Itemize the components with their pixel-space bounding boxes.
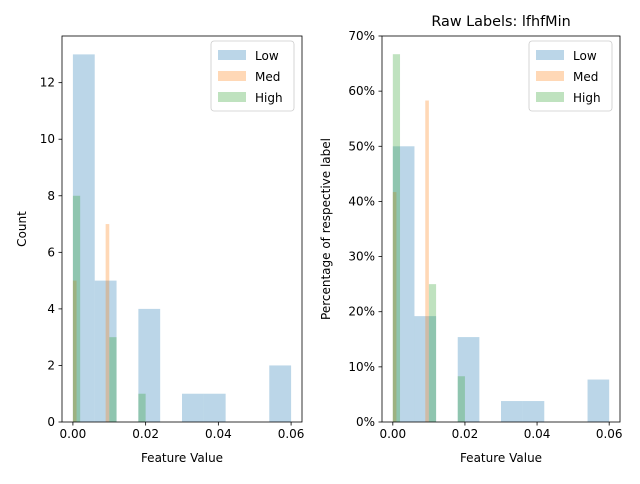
legend-swatch-high	[218, 92, 246, 102]
x-axis-label: Feature Value	[460, 451, 542, 465]
legend-label-high: High	[255, 91, 283, 105]
y-tick-label: 2	[47, 358, 55, 372]
bar-high-1	[109, 337, 117, 422]
percentage-histogram-panel: 0.00 0.02 0.04 0.06 0% 10% 20% 30% 40% 50% 60% 70% F…	[319, 14, 623, 465]
y-tick-label: 4	[47, 302, 55, 316]
bar-high-0	[72, 195, 81, 422]
legend-swatch-med	[536, 71, 564, 81]
bar-low-4	[203, 393, 226, 422]
bar-high-2	[457, 376, 465, 422]
plot-frame	[61, 35, 303, 423]
count-histogram-panel: 0.00 0.02 0.04 0.06 0 2 4 6 8 10 12 Feature Value Co…	[15, 35, 305, 465]
bar-low-2	[138, 308, 161, 422]
legend-label-high: High	[573, 91, 601, 105]
legend-label-low: Low	[573, 49, 597, 63]
legend-label-med: Med	[573, 70, 598, 84]
legend: Low Med High	[210, 40, 295, 112]
y-axis-label: Count	[15, 211, 29, 247]
x-axis-label: Feature Value	[141, 451, 223, 465]
bar-low-5	[587, 379, 610, 422]
bar-low-0	[72, 54, 95, 422]
y-tick-label: 0%	[356, 415, 375, 429]
y-axis-label: Percentage of respective label	[319, 138, 333, 320]
y-tick-label: 12	[40, 76, 55, 90]
x-tick-label: 0.06	[596, 427, 623, 441]
legend-box	[528, 40, 613, 112]
plot-frame	[381, 35, 621, 423]
y-tick-label: 70%	[348, 29, 375, 43]
y-tick-label: 50%	[348, 139, 375, 153]
y-tick-label: 10	[40, 132, 55, 146]
bar-low-5	[269, 365, 292, 422]
bar-med-0	[72, 280, 77, 422]
y-tick-label: 0	[47, 415, 55, 429]
x-tick-label: 0.06	[278, 427, 305, 441]
bar-low-3	[182, 393, 204, 422]
legend-swatch-high	[536, 92, 564, 102]
bar-med-0	[392, 192, 397, 422]
legend-box	[210, 40, 295, 112]
legend-label-low: Low	[255, 49, 279, 63]
bar-med-1	[425, 100, 429, 423]
legend-swatch-med	[218, 71, 246, 81]
legend-label-med: Med	[255, 70, 280, 84]
bar-high-2	[138, 393, 146, 422]
x-tick-label: 0.00	[379, 427, 406, 441]
bar-low-0	[392, 146, 415, 423]
y-tick-label: 40%	[348, 194, 375, 208]
y-tick-label: 8	[47, 189, 55, 203]
x-tick-label: 0.04	[524, 427, 551, 441]
bar-low-4	[522, 401, 545, 422]
chart-title: Raw Labels: lfhfMin	[431, 14, 570, 30]
bar-med-1	[105, 224, 110, 422]
bar-high-1	[428, 284, 437, 422]
x-tick-label: 0.02	[452, 427, 479, 441]
bar-low-2	[457, 337, 480, 422]
y-tick-label: 6	[47, 245, 55, 259]
x-tick-label: 0.02	[132, 427, 159, 441]
legend: Low Med High	[528, 40, 613, 112]
y-tick-label: 20%	[348, 305, 375, 319]
y-tick-label: 10%	[348, 360, 375, 374]
y-tick-label: 30%	[348, 250, 375, 264]
x-tick-label: 0.04	[205, 427, 232, 441]
x-tick-label: 0.00	[60, 427, 87, 441]
bar-high-0	[392, 54, 401, 422]
legend-swatch-low	[218, 50, 246, 60]
bar-low-1	[94, 280, 117, 422]
legend-swatch-low	[536, 50, 564, 60]
y-tick-label: 60%	[348, 84, 375, 98]
bar-low-1	[414, 316, 437, 422]
bar-low-3	[501, 401, 523, 422]
